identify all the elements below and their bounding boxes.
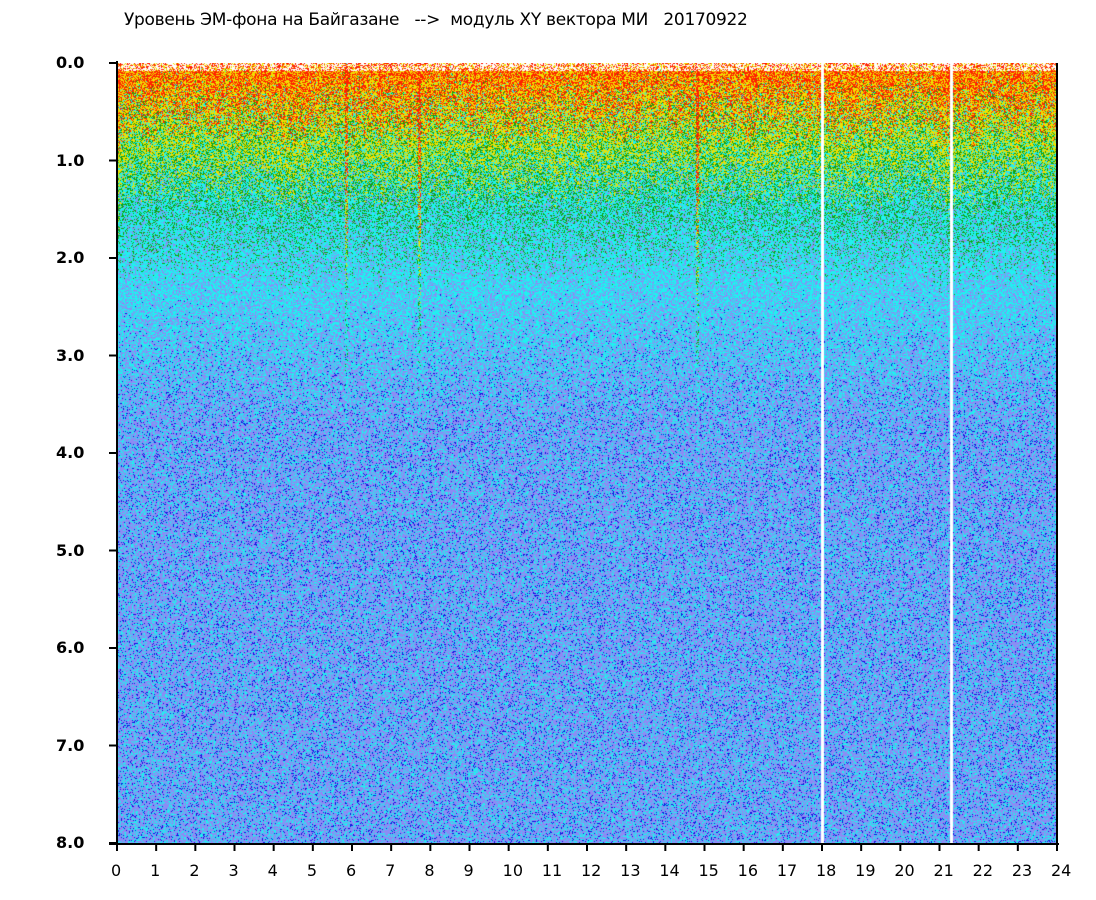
heatmap-plot-area [117, 63, 1057, 843]
x-tick-label: 1 [150, 861, 161, 880]
x-tick-label: 22 [972, 861, 994, 880]
x-tick-label: 14 [659, 861, 680, 880]
y-tick-label: 0.0 [56, 53, 85, 72]
x-tick-label: 3 [228, 861, 239, 880]
y-tick-label: 6.0 [56, 638, 85, 657]
y-tick-label: 2.0 [56, 248, 85, 267]
x-tick-label: 6 [346, 861, 357, 880]
x-tick-label: 18 [816, 861, 837, 880]
x-tick-label: 4 [267, 861, 278, 880]
x-tick-label: 5 [306, 861, 318, 880]
x-tick-label: 23 [1011, 861, 1033, 880]
x-tick-label: 9 [463, 861, 474, 880]
x-tick-label: 10 [502, 861, 524, 880]
x-tick-label: 11 [541, 861, 563, 880]
y-tick-label: 5.0 [56, 540, 85, 560]
y-tick-label: 7.0 [56, 735, 85, 755]
x-tick-label: 0 [111, 861, 122, 880]
x-tick-label: 16 [737, 861, 759, 880]
y-tick-label: 1.0 [56, 150, 85, 170]
x-tick-label: 24 [1051, 861, 1072, 880]
x-tick-label: 21 [933, 861, 954, 880]
x-tick-label: 20 [894, 861, 915, 880]
x-tick-label: 2 [189, 861, 200, 880]
x-tick-label: 13 [620, 861, 641, 880]
y-tick-label: 3.0 [56, 345, 85, 365]
x-tick-label: 12 [581, 861, 602, 880]
x-tick-label: 17 [776, 861, 798, 880]
x-tick-label: 8 [424, 861, 435, 880]
y-tick-label: 4.0 [56, 443, 85, 462]
x-tick-label: 15 [698, 861, 719, 880]
chart-title: Уровень ЭМ-фона на Байгазане --> модуль … [124, 10, 748, 30]
x-tick-label: 7 [385, 861, 396, 880]
y-tick-label: 8.0 [56, 833, 85, 852]
x-tick-label: 19 [855, 861, 876, 880]
